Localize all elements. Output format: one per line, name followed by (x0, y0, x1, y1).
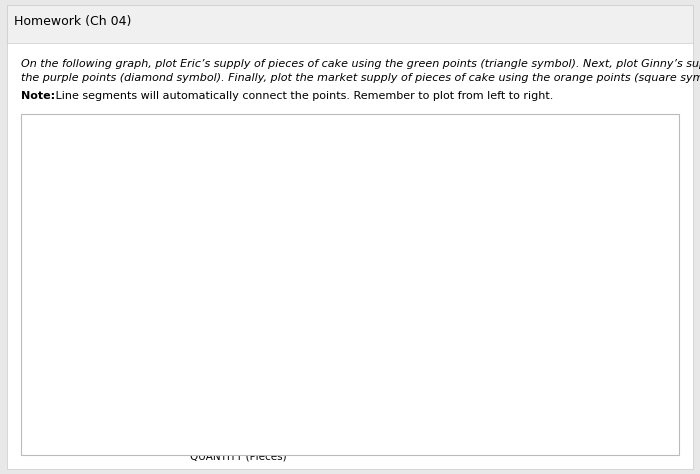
Text: Eric's Supply: Eric's Supply (460, 194, 527, 205)
X-axis label: QUANTITY (Pieces): QUANTITY (Pieces) (190, 451, 286, 461)
Text: Ginny's Supply: Ginny's Supply (460, 256, 538, 266)
Text: the purple points (diamond symbol). Finally, plot the market supply of pieces of: the purple points (diamond symbol). Fina… (21, 73, 700, 83)
Y-axis label: PRICE (Dollars per piece): PRICE (Dollars per piece) (32, 219, 42, 349)
Text: Market Supply: Market Supply (460, 313, 535, 323)
Text: Note:: Note: (21, 91, 55, 101)
Circle shape (405, 135, 427, 157)
Text: Homework (Ch 04): Homework (Ch 04) (14, 15, 132, 28)
Text: Line segments will automatically connect the points. Remember to plot from left : Line segments will automatically connect… (52, 91, 554, 101)
Text: On the following graph, plot Eric’s supply of pieces of cake using the green poi: On the following graph, plot Eric’s supp… (21, 59, 700, 69)
Text: ?: ? (413, 141, 419, 151)
